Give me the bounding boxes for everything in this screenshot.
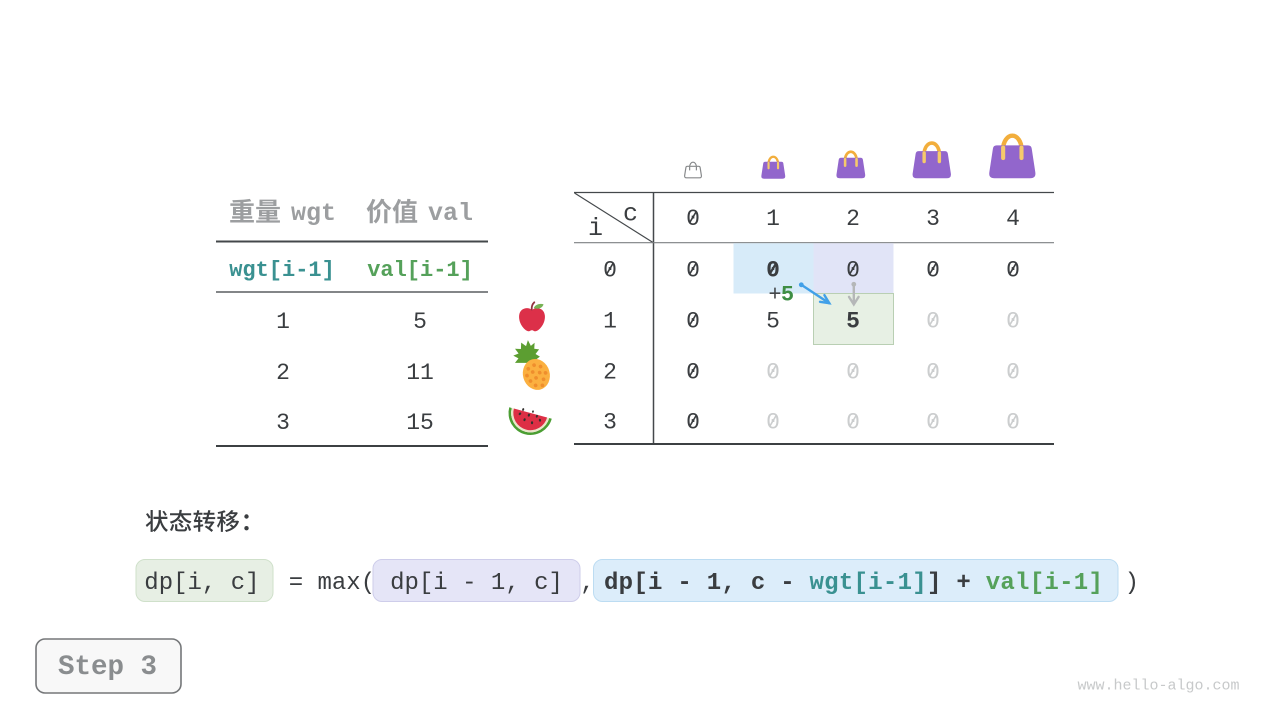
- svg-text:val[i-1]: val[i-1]: [367, 258, 473, 283]
- svg-text:val: val: [428, 199, 473, 228]
- svg-text:0: 0: [686, 257, 700, 283]
- svg-text:0: 0: [1006, 257, 1020, 283]
- svg-text:wgt[i-1]: wgt[i-1]: [810, 570, 927, 597]
- svg-text:0: 0: [766, 359, 780, 385]
- svg-text:www.hello-algo.com: www.hello-algo.com: [1078, 677, 1240, 694]
- svg-text:,: ,: [580, 570, 594, 597]
- svg-text:+: +: [768, 283, 781, 308]
- svg-text:0: 0: [846, 359, 860, 385]
- svg-text:0: 0: [1006, 308, 1020, 334]
- svg-text:2: 2: [276, 360, 290, 386]
- svg-text:1: 1: [276, 309, 290, 335]
- svg-text:0: 0: [1006, 410, 1020, 436]
- svg-text:0: 0: [846, 257, 860, 283]
- svg-text:= max(: = max(: [289, 570, 375, 597]
- svg-text:dp[i - 1, c -: dp[i - 1, c -: [604, 570, 810, 597]
- svg-text:11: 11: [406, 360, 434, 386]
- svg-text:val[i-1]: val[i-1]: [986, 570, 1103, 597]
- svg-text:c: c: [623, 200, 638, 229]
- svg-text:0: 0: [603, 257, 617, 283]
- svg-text:wgt[i-1]: wgt[i-1]: [229, 258, 335, 283]
- svg-text:1: 1: [766, 206, 780, 232]
- svg-text:5: 5: [781, 283, 794, 308]
- svg-text:0: 0: [686, 359, 700, 385]
- svg-text:4: 4: [1006, 206, 1020, 232]
- svg-text:5: 5: [413, 309, 427, 335]
- svg-text:dp[i - 1, c]: dp[i - 1, c]: [390, 570, 563, 597]
- svg-text:1: 1: [603, 308, 617, 334]
- svg-text:dp[i, c]: dp[i, c]: [144, 570, 259, 597]
- svg-text:5: 5: [766, 308, 780, 334]
- svg-text:0: 0: [926, 308, 940, 334]
- svg-text:5: 5: [846, 308, 860, 334]
- svg-text:3: 3: [603, 410, 617, 436]
- svg-text:15: 15: [406, 410, 434, 436]
- svg-text:0: 0: [766, 410, 780, 436]
- svg-text:2: 2: [603, 359, 617, 385]
- svg-text:3: 3: [926, 206, 940, 232]
- svg-text:0: 0: [1006, 359, 1020, 385]
- svg-text:0: 0: [926, 257, 940, 283]
- svg-text:0: 0: [686, 206, 700, 232]
- svg-text:0: 0: [926, 410, 940, 436]
- svg-text:i: i: [588, 214, 603, 243]
- svg-text:0: 0: [926, 359, 940, 385]
- svg-text:wgt: wgt: [291, 199, 336, 228]
- svg-text:Step 3: Step 3: [58, 652, 157, 683]
- svg-text:0: 0: [686, 308, 700, 334]
- svg-text:0: 0: [686, 410, 700, 436]
- svg-text:3: 3: [276, 410, 290, 436]
- svg-text:): ): [1125, 570, 1139, 597]
- svg-text:] +: ] +: [927, 570, 986, 597]
- svg-text:0: 0: [846, 410, 860, 436]
- svg-text:2: 2: [846, 206, 860, 232]
